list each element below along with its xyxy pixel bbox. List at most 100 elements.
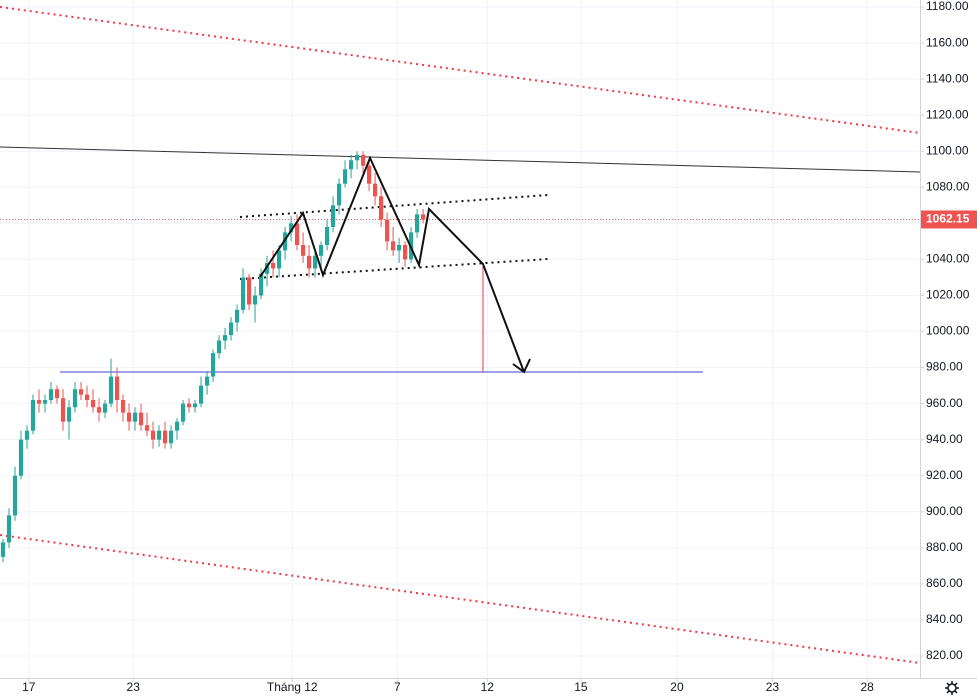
candle-body <box>90 400 96 408</box>
x-tick-label: 7 <box>394 680 401 694</box>
candle-body <box>222 335 228 341</box>
axes: 820.00 840.00 860.00 880.00 900.00 920.00 940.… <box>22 0 977 694</box>
candle-body <box>276 250 282 269</box>
candle-body <box>204 376 210 386</box>
last-price-label: 1062.15 <box>926 212 970 226</box>
resistance-line <box>0 146 921 173</box>
candle-body <box>36 400 42 404</box>
y-tick-label: 900.00 <box>926 504 963 518</box>
pattern <box>259 155 531 374</box>
candle-body <box>6 515 12 543</box>
candle-body <box>66 407 72 422</box>
candle-body <box>12 475 18 516</box>
drawings <box>0 6 921 664</box>
candle-body <box>192 403 198 408</box>
candle-body <box>72 389 78 408</box>
y-tick-label: 1180.00 <box>926 0 969 13</box>
y-tick-label: 1120.00 <box>926 107 969 121</box>
candle-body <box>318 244 324 256</box>
candle-body <box>156 430 162 440</box>
candle-body <box>270 263 276 269</box>
candle-body <box>228 322 234 336</box>
candle-body <box>324 226 330 245</box>
x-tick-label: Tháng 12 <box>267 680 318 694</box>
candle-body <box>258 273 264 296</box>
candle-body <box>390 241 396 251</box>
grid <box>0 0 920 678</box>
candle-body <box>120 400 126 413</box>
candle-body <box>42 400 48 404</box>
x-tick-label: 15 <box>574 680 588 694</box>
candle-body <box>126 412 132 422</box>
y-tick-label: 820.00 <box>926 648 963 662</box>
candle-body <box>54 389 60 399</box>
candle-body <box>264 263 270 274</box>
candle-body <box>24 430 30 440</box>
y-tick-label: 1040.00 <box>926 252 970 266</box>
candle-body <box>330 205 336 227</box>
candle-body <box>216 340 222 354</box>
candle-body <box>246 277 252 305</box>
candle-body <box>402 244 408 260</box>
arrow-head <box>512 358 531 374</box>
x-tick-label: 20 <box>670 680 684 694</box>
candle-body <box>234 309 240 323</box>
y-tick-label: 960.00 <box>926 396 963 410</box>
candle-body <box>30 400 36 431</box>
candle-body <box>300 244 306 256</box>
gear-teeth[interactable] <box>945 681 959 695</box>
x-tick-label: 12 <box>481 680 495 694</box>
candle-body <box>0 542 6 557</box>
candle-body <box>252 295 258 305</box>
candle-body <box>312 255 318 269</box>
settings-icon[interactable] <box>945 681 959 695</box>
candle-body <box>108 376 114 404</box>
candle-body <box>174 421 180 431</box>
candle-body <box>414 214 420 233</box>
x-tick-label: 23 <box>127 680 141 694</box>
zigzag <box>259 155 525 373</box>
candle-body <box>78 389 84 395</box>
y-tick-label: 1080.00 <box>926 179 970 193</box>
candle-body <box>180 403 186 422</box>
y-tick-label: 940.00 <box>926 432 963 446</box>
candle-body <box>186 403 192 408</box>
candle-body <box>114 376 120 401</box>
candle-body <box>378 196 384 220</box>
candle-body <box>144 425 150 431</box>
candle-body <box>102 403 108 413</box>
candle-body <box>288 223 294 233</box>
candle-body <box>342 169 348 184</box>
y-tick-label: 880.00 <box>926 540 963 554</box>
candle-body <box>138 412 144 426</box>
y-tick-label: 1140.00 <box>926 71 969 85</box>
candle-body <box>306 255 312 269</box>
candle-body <box>348 160 354 170</box>
candle-body <box>354 154 360 161</box>
last-price-box <box>921 210 977 229</box>
x-tick-label: 28 <box>861 680 875 694</box>
candle-body <box>132 412 138 422</box>
candle-body <box>294 223 300 245</box>
candle-body <box>96 407 102 413</box>
candle-body <box>162 430 168 444</box>
y-tick-label: 840.00 <box>926 612 963 626</box>
candle-body <box>84 394 90 401</box>
candle-body <box>336 183 342 206</box>
candle-body <box>366 165 372 184</box>
y-tick-label: 1000.00 <box>926 324 970 338</box>
candle-body <box>372 183 378 197</box>
y-tick-label: 980.00 <box>926 360 963 374</box>
candle-body <box>240 277 246 310</box>
x-tick-label: 17 <box>22 680 36 694</box>
candle-body <box>360 154 366 166</box>
y-tick-label: 1160.00 <box>926 35 969 49</box>
candle-body <box>198 385 204 404</box>
y-tick-label: 1100.00 <box>926 143 969 157</box>
candle-body <box>210 353 216 377</box>
channel-bottom <box>0 534 921 664</box>
y-tick-label: 920.00 <box>926 468 963 482</box>
candle-body <box>420 214 426 220</box>
